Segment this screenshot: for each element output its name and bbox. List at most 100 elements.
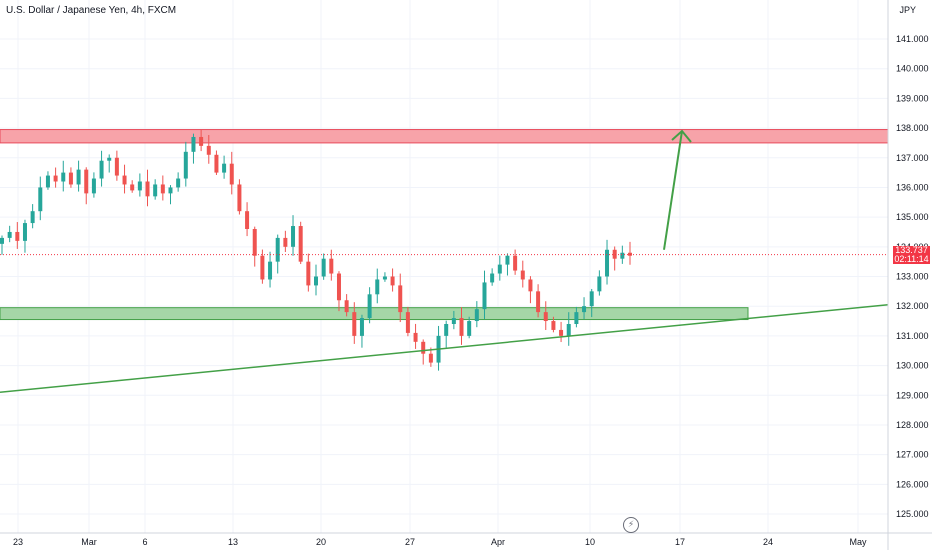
candle [176,172,181,192]
candle [61,160,66,192]
candle-body [505,255,510,265]
y-tick-label: 129.000 [896,390,929,400]
candle-body [61,172,66,182]
candle [199,129,204,152]
current-price-value: 133.737 [895,244,928,255]
candle [91,172,96,198]
candle-body [367,294,372,319]
candle-body [145,181,150,197]
candle-body [22,223,27,241]
candle-body [574,312,579,324]
candle [367,287,372,324]
candle [497,255,502,281]
candle [405,306,410,337]
y-tick-label: 132.000 [896,301,929,311]
x-tick-label: 23 [13,537,23,547]
candle [451,310,456,330]
x-tick-label: Apr [491,537,505,547]
candle [275,234,280,274]
projection-arrow-head [671,129,692,143]
candle-body [38,187,43,212]
candle-body [252,229,257,256]
candle-body [298,226,303,262]
candle [352,302,357,344]
candle-body [421,341,426,354]
candle-body [474,309,479,322]
candle-body [283,237,288,247]
candle-body [589,291,594,307]
candle-body [91,178,96,194]
candle [76,160,81,192]
candle [268,251,273,288]
currency-unit: JPY [899,5,916,15]
candle [566,312,571,346]
candle-body [153,184,158,197]
candle [306,253,311,292]
candle [237,179,242,215]
candle-body [260,255,265,280]
y-tick-label: 140.000 [896,64,929,74]
candle-body [405,312,410,333]
candle-body [520,270,525,280]
candle [628,241,632,265]
candle [222,155,227,179]
candle [7,225,12,243]
grid [0,0,888,533]
y-tick-label: 130.000 [896,361,929,371]
candle-body [352,312,357,336]
candle [520,260,525,288]
candle-body [237,184,242,212]
candle [513,249,518,275]
candle [482,270,487,320]
candle-body [183,151,188,179]
candle-body [168,187,173,194]
candle [206,134,211,164]
candle-body [122,175,127,185]
candle [183,141,188,187]
resistance-zone [0,129,889,144]
candle-body [84,169,89,194]
candle-body [291,226,296,247]
candle [398,273,403,323]
candle [559,321,564,343]
candle-body [160,184,165,194]
candle-body [191,136,196,152]
y-tick-label: 133.000 [896,272,929,282]
candle [53,167,58,188]
projection-arrow [663,130,683,250]
candle [390,268,395,292]
candle-body [229,163,234,185]
candle [291,215,296,256]
y-tick-label: 141.000 [896,34,929,44]
candle [382,272,387,282]
x-tick-label: May [849,537,867,547]
candle [260,249,265,284]
candle-body [543,312,548,322]
candle [421,339,426,365]
candle-body [528,279,533,292]
candle-body [176,178,181,188]
x-tick-label: 10 [585,537,595,547]
candle-body [428,353,433,363]
candle [490,268,495,286]
candle [214,150,219,175]
y-tick-label: 137.000 [896,153,929,163]
y-tick-label: 139.000 [896,93,929,103]
candle-body [444,324,449,336]
candle-body [245,211,250,229]
candle [321,253,326,280]
candle-body [536,291,541,313]
candle-body [314,276,318,286]
candle-body [68,172,73,185]
candle-body [268,261,273,280]
overlays [0,129,889,394]
candle [252,226,257,267]
candle [336,271,341,312]
lightning-icon[interactable]: ⚡ [623,517,639,533]
candle-body [390,276,395,286]
candle [130,180,135,193]
candle-body [99,160,104,179]
